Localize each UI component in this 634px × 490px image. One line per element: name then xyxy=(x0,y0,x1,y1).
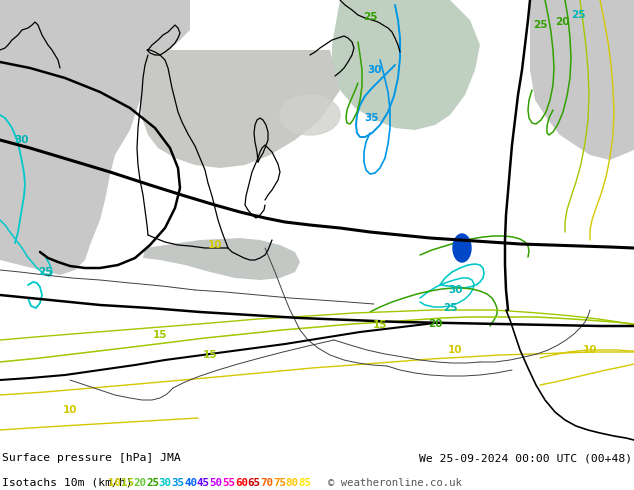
Text: 25: 25 xyxy=(443,303,457,313)
Text: 15: 15 xyxy=(153,330,167,340)
Text: 90: 90 xyxy=(311,478,324,488)
Text: Isotachs 10m (km/h): Isotachs 10m (km/h) xyxy=(2,478,146,488)
Text: © weatheronline.co.uk: © weatheronline.co.uk xyxy=(328,478,462,488)
Text: 80: 80 xyxy=(286,478,299,488)
Text: 20: 20 xyxy=(428,319,443,329)
Ellipse shape xyxy=(280,95,340,135)
Text: 30: 30 xyxy=(368,65,382,75)
Text: 15: 15 xyxy=(120,478,134,488)
Text: 25: 25 xyxy=(363,12,377,22)
Text: 85: 85 xyxy=(299,478,311,488)
Ellipse shape xyxy=(453,234,471,262)
Text: 30: 30 xyxy=(15,135,29,145)
Text: 70: 70 xyxy=(261,478,273,488)
Text: 75: 75 xyxy=(273,478,286,488)
Polygon shape xyxy=(530,0,634,160)
Text: 10: 10 xyxy=(63,405,77,415)
Text: 30: 30 xyxy=(159,478,172,488)
Text: 30: 30 xyxy=(449,285,463,295)
Text: We 25-09-2024 00:00 UTC (00+48): We 25-09-2024 00:00 UTC (00+48) xyxy=(419,453,632,463)
Text: 25: 25 xyxy=(533,20,547,30)
Text: 15: 15 xyxy=(373,320,387,330)
Text: 10: 10 xyxy=(448,345,462,355)
Text: 45: 45 xyxy=(197,478,210,488)
Text: 55: 55 xyxy=(223,478,235,488)
Text: 25: 25 xyxy=(571,10,585,20)
Text: 25: 25 xyxy=(38,267,52,277)
Text: 35: 35 xyxy=(172,478,184,488)
Text: 15: 15 xyxy=(203,350,217,360)
Text: 25: 25 xyxy=(146,478,159,488)
Text: 10: 10 xyxy=(208,240,223,250)
Polygon shape xyxy=(332,0,480,130)
Polygon shape xyxy=(143,238,300,280)
Polygon shape xyxy=(140,50,340,168)
Text: Surface pressure [hPa] JMA: Surface pressure [hPa] JMA xyxy=(2,453,181,463)
Text: 10: 10 xyxy=(583,345,597,355)
Polygon shape xyxy=(0,0,190,275)
Text: 20: 20 xyxy=(555,17,569,27)
Text: 40: 40 xyxy=(184,478,197,488)
Text: 60: 60 xyxy=(235,478,248,488)
Text: 35: 35 xyxy=(365,113,379,123)
Text: 65: 65 xyxy=(248,478,261,488)
Text: 50: 50 xyxy=(210,478,223,488)
Text: 20: 20 xyxy=(133,478,146,488)
Text: 10: 10 xyxy=(108,478,121,488)
